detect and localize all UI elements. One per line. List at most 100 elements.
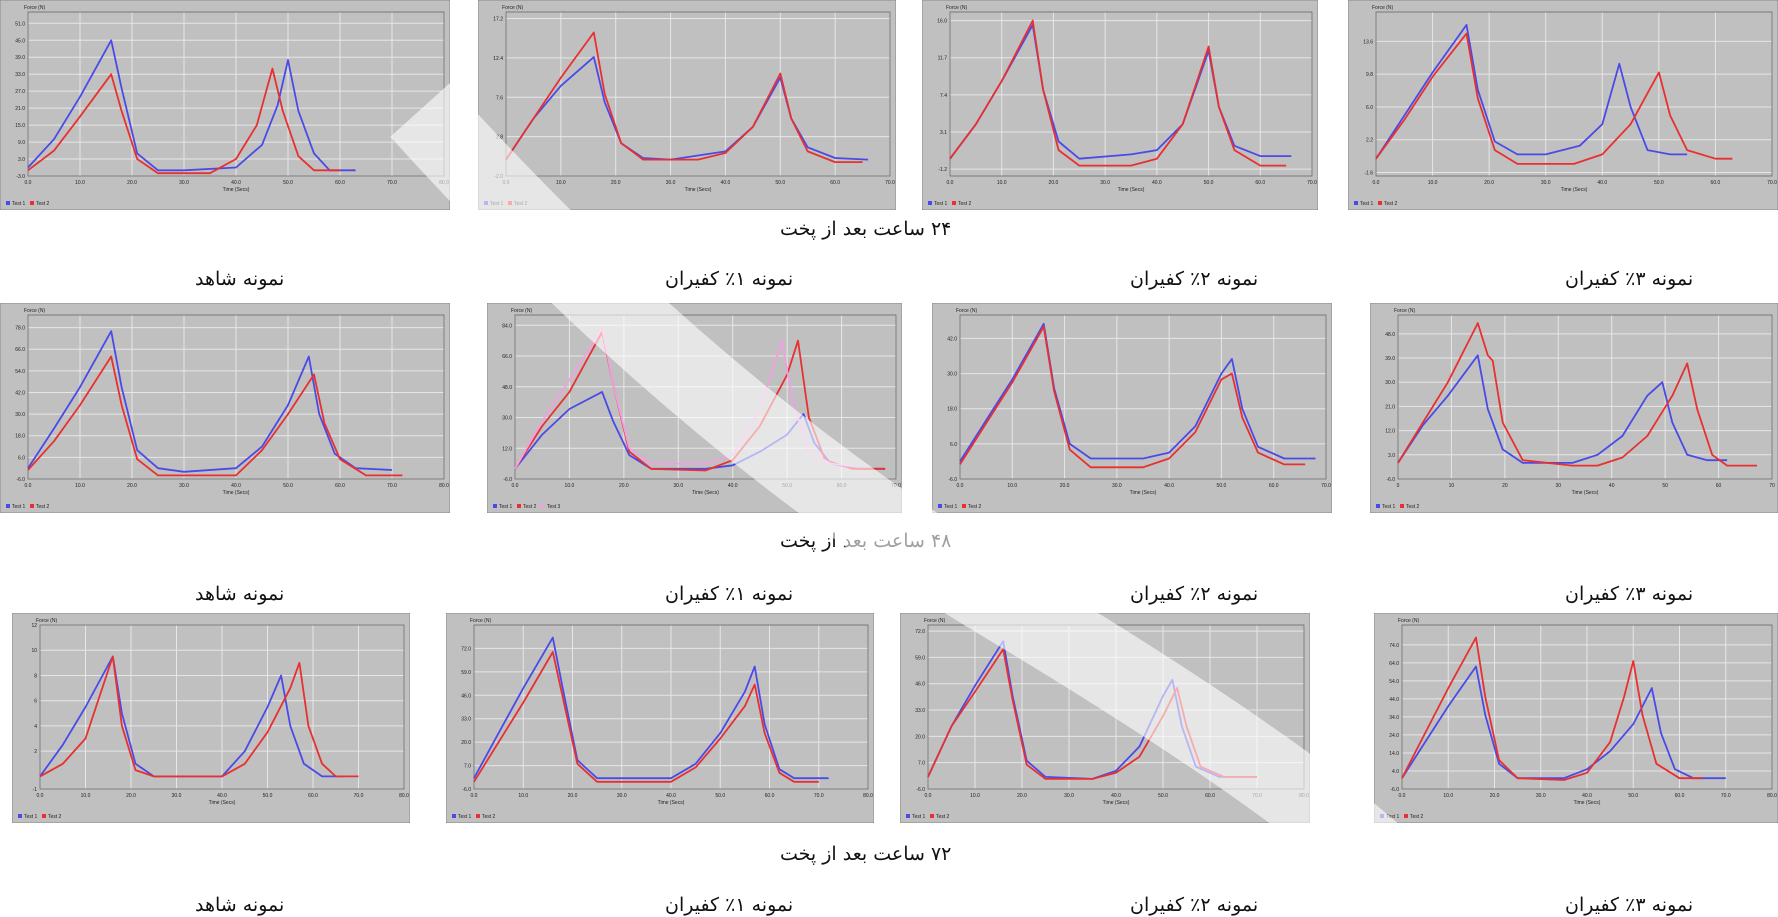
x-tick-label: 60.0 [1711, 180, 1721, 186]
chart-frame [1348, 0, 1778, 210]
sample-label: نمونه ۳٪ کفیران [1565, 894, 1694, 916]
x-tick-label: 30 [1556, 483, 1562, 489]
y-tick-label: 59.0 [915, 655, 925, 661]
y-tick-label: -1.6 [1364, 171, 1373, 177]
chart-panel-r1-c4: Force (N) 0.0 10.0 20.0 30.0 40.0 50.0 60.0 70.0… [1348, 0, 1778, 210]
y-tick-label: -1 [33, 787, 38, 793]
x-tick-label: 50.0 [263, 793, 273, 799]
section-title: ۴۸ ساعت بعد از پخت [780, 530, 952, 552]
y-tick-label: 9.8 [1366, 72, 1373, 78]
y-tick-label: 14.0 [1389, 751, 1399, 757]
chart-frame [0, 303, 450, 513]
x-tick-label: 70.0 [885, 180, 895, 186]
x-tick-label: 40.0 [1152, 180, 1162, 186]
legend-entry: Test 1 [12, 504, 26, 510]
force-time-chart: Force (N) 0.0 10.0 20.0 30.0 40.0 50.0 60.0 70.0… [1348, 0, 1778, 210]
x-tick-label: 10.0 [75, 483, 85, 489]
legend-swatch [1378, 201, 1382, 205]
force-time-chart: Force (N) 0.0 10.0 20.0 30.0 40.0 50.0 60.0 70.0… [446, 613, 874, 823]
x-tick-label: 40.0 [217, 793, 227, 799]
y-tick-label: 66.0 [15, 347, 25, 353]
legend-swatch [493, 504, 497, 508]
x-tick-label: 40.0 [721, 180, 731, 186]
y-tick-label: 7.0 [464, 764, 471, 770]
y-tick-label: 3.1 [940, 130, 947, 136]
chart-frame [12, 613, 410, 823]
y-axis-label: Force (N) [470, 618, 491, 624]
y-tick-label: 12.0 [1385, 429, 1395, 435]
y-tick-label: 11.7 [938, 56, 948, 62]
legend-entry: Test 2 [523, 504, 537, 510]
x-tick-label: 10.0 [518, 793, 528, 799]
y-tick-label: 39.0 [15, 55, 25, 61]
legend-swatch [541, 504, 545, 508]
x-tick-label: 70.0 [354, 793, 364, 799]
x-tick-label: 50.0 [782, 483, 792, 489]
chart-panel-r3-c1: Force (N) 0.0 10.0 20.0 30.0 40.0 50.0 60.0 70.0… [12, 613, 410, 823]
y-axis-label: Force (N) [36, 618, 57, 624]
series-line-test-1 [1375, 24, 1688, 160]
y-tick-label: 24.0 [1389, 733, 1399, 739]
sample-label: نمونه ۳٪ کفیران [1565, 268, 1694, 290]
y-tick-label: 12 [31, 623, 37, 629]
y-tick-label: 3.0 [18, 157, 25, 163]
legend-swatch [6, 504, 10, 508]
x-tick-label: 30.0 [666, 180, 676, 186]
chart-frame [446, 613, 874, 823]
x-tick-label: 0.0 [503, 180, 510, 186]
x-tick-label: 0.0 [512, 483, 519, 489]
legend-swatch [962, 504, 966, 508]
y-tick-label: 84.0 [502, 323, 512, 329]
chart-frame [932, 303, 1332, 513]
x-tick-label: 30.0 [172, 793, 182, 799]
y-tick-label: 18.0 [15, 434, 25, 440]
x-tick-label: 80.0 [399, 793, 409, 799]
y-tick-label: 15.0 [15, 123, 25, 129]
x-tick-label: 10.0 [565, 483, 575, 489]
section-title: ۲۴ ساعت بعد از پخت [780, 218, 952, 240]
y-tick-label: 12.0 [502, 446, 512, 452]
legend-entry: Test 1 [490, 201, 504, 207]
x-tick-label: 30.0 [179, 180, 189, 186]
chart-panel-r1-c2: Force (N) 0.0 10.0 20.0 30.0 40.0 50.0 60.0 70.0… [478, 0, 896, 210]
y-tick-label: -3.0 [16, 174, 25, 180]
force-time-chart: Force (N) 0.0 10.0 20.0 30.0 40.0 50.0 60.0 70.0… [0, 0, 450, 210]
y-tick-label: 2 [34, 749, 37, 755]
x-axis-label: Time (Secs) [658, 800, 685, 806]
y-tick-label: 30.0 [15, 412, 25, 418]
legend-entry: Test 1 [1386, 814, 1400, 820]
y-tick-label: 7.6 [496, 95, 503, 101]
legend-swatch [30, 504, 34, 508]
series-line-test-2 [1401, 636, 1703, 781]
legend-swatch [1354, 201, 1358, 205]
legend-swatch [484, 201, 488, 205]
section-title: ۷۲ ساعت بعد از پخت [780, 843, 952, 865]
x-tick-label: 70.0 [1252, 793, 1262, 799]
x-tick-label: 40.0 [1164, 483, 1174, 489]
x-tick-label: 20 [1502, 483, 1508, 489]
y-axis-label: Force (N) [946, 5, 967, 11]
x-axis-label: Time (Secs) [223, 490, 250, 496]
y-tick-label: 2.8 [496, 135, 503, 141]
x-tick-label: 70.0 [891, 483, 901, 489]
legend-entry: Test 2 [936, 814, 950, 820]
x-tick-label: 60.0 [830, 180, 840, 186]
y-tick-label: 59.0 [461, 670, 471, 676]
x-tick-label: 40.0 [666, 793, 676, 799]
y-axis-label: Force (N) [24, 308, 45, 314]
chart-frame [922, 0, 1318, 210]
x-tick-label: 20.0 [1484, 180, 1494, 186]
legend-swatch [452, 814, 456, 818]
sample-label: نمونه ۲٪ کفیران [1130, 894, 1259, 916]
x-tick-label: 40.0 [1582, 793, 1592, 799]
y-tick-label: 64.0 [1389, 661, 1399, 667]
legend-entry: Test 2 [1410, 814, 1424, 820]
y-tick-label: 44.0 [1389, 697, 1399, 703]
legend-swatch [1376, 504, 1380, 508]
y-tick-label: 7.0 [918, 761, 925, 767]
force-time-chart: Force (N) 0.0 10.0 20.0 30.0 40.0 50.0 60.0 70.0… [932, 303, 1332, 513]
y-tick-label: 3.0 [1388, 453, 1395, 459]
y-tick-label: 10 [31, 648, 37, 654]
y-axis-label: Force (N) [1398, 618, 1419, 624]
chart-panel-r2-c3: Force (N) 0.0 10.0 20.0 30.0 40.0 50.0 60.0 70.0… [932, 303, 1332, 513]
